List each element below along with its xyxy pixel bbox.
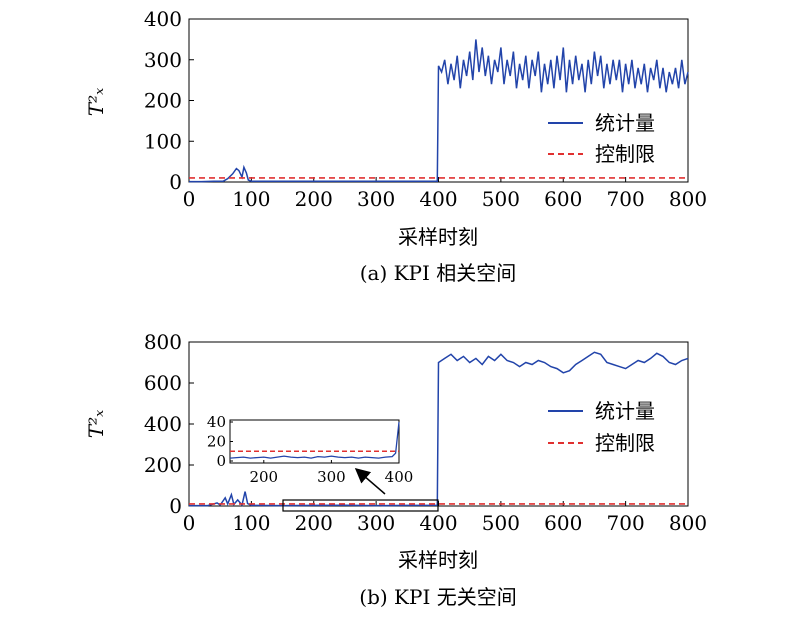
b-legend-limit-label: 控制限 <box>595 431 655 455</box>
b-data <box>189 351 689 507</box>
a-xtick-label: 300 <box>357 187 395 211</box>
b-statistic-line <box>189 351 689 507</box>
a-legend-limit-label: 控制限 <box>595 142 655 166</box>
inset-frame <box>229 419 400 464</box>
b-xtick-label: 200 <box>295 511 333 535</box>
b-xtick-label: 500 <box>482 511 520 535</box>
inset-axes: 200 300 400 020 40 <box>207 413 413 486</box>
a-xtick-label: 100 <box>232 187 270 211</box>
a-data <box>189 39 689 183</box>
b-xtick-label: 100 <box>232 511 270 535</box>
inset-xtick-label: 300 <box>317 468 346 486</box>
a-ytick-label: 300 <box>144 48 182 72</box>
a-caption: (a) KPI 相关空间 <box>360 261 517 285</box>
a-legend: 统计量 控制限 <box>548 111 655 166</box>
a-axes: 0 100 200 300 400 500 600 700 800 0 100 200 300 400 <box>144 7 707 211</box>
b-ytick-label: 0 <box>169 494 182 518</box>
b-caption: (b) KPI 无关空间 <box>359 585 516 609</box>
a-ytick-label: 0 <box>169 170 182 194</box>
zoom-box <box>282 499 439 512</box>
a-xtick-label: 400 <box>419 187 457 211</box>
b-ytick-label: 200 <box>144 453 182 477</box>
inset-zoom: 200 300 400 020 40 <box>207 413 413 486</box>
a-xtick-label: 700 <box>607 187 645 211</box>
a-xtick-label: 200 <box>295 187 333 211</box>
inset-ytick-label: 20 <box>207 433 226 451</box>
a-ytick-label: 200 <box>144 89 182 113</box>
a-ytick-label: 100 <box>144 129 182 153</box>
inset-ytick-label: 40 <box>207 413 226 431</box>
b-xtick-label: 300 <box>357 511 395 535</box>
b-ytick-label: 800 <box>144 330 182 354</box>
inset-xtick-label: 200 <box>249 468 278 486</box>
inset-xtick-label: 400 <box>385 468 414 486</box>
zoom-arrow <box>354 468 386 495</box>
b-ytick-label: 400 <box>144 412 182 436</box>
b-xtick-label: 0 <box>183 511 196 535</box>
b-xlabel: 采样时刻 <box>398 548 478 572</box>
a-ylabel: T²ₓ <box>84 88 108 116</box>
a-xtick-label: 800 <box>669 187 707 211</box>
b-xtick-label: 700 <box>607 511 645 535</box>
a-xtick-label: 0 <box>183 187 196 211</box>
a-legend-series-label: 统计量 <box>595 111 655 135</box>
a-xtick-label: 500 <box>482 187 520 211</box>
b-legend: 统计量 控制限 <box>548 399 655 455</box>
panel-a: 0 100 200 300 400 500 600 700 800 0 100 200 300 400 T… <box>84 7 707 285</box>
inset-ytick-label: 0 <box>216 452 226 470</box>
b-xtick-label: 800 <box>669 511 707 535</box>
b-xtick-label: 600 <box>544 511 582 535</box>
inset-statistic-line <box>229 421 400 459</box>
b-ytick-label: 600 <box>144 371 182 395</box>
a-xlabel: 采样时刻 <box>398 225 478 249</box>
b-xtick-label: 400 <box>419 511 457 535</box>
inset-data <box>229 421 400 459</box>
a-statistic-line <box>189 39 689 183</box>
a-xtick-label: 600 <box>544 187 582 211</box>
b-legend-series-label: 统计量 <box>595 399 655 423</box>
a-ytick-label: 400 <box>144 7 182 31</box>
b-ylabel: T²ₓ <box>84 410 108 438</box>
